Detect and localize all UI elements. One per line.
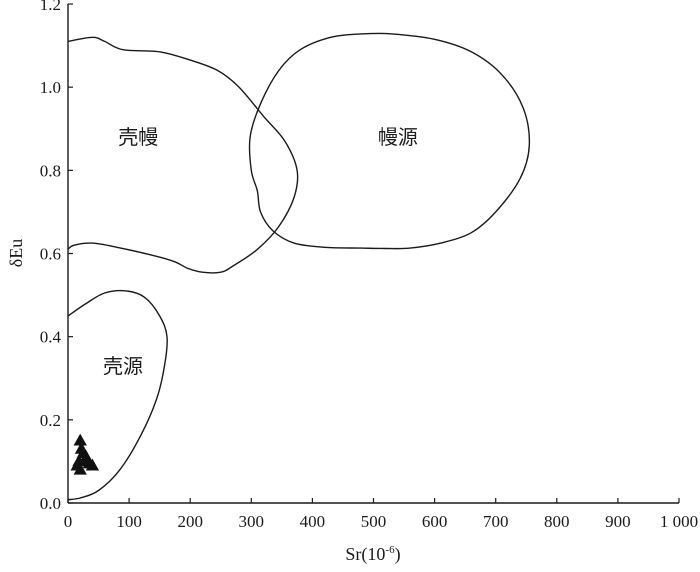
triangle-point — [73, 462, 87, 475]
axes: 0 100 200 300 400 500 600 700 800 900 1 000 0.0 0.2… — [40, 0, 698, 531]
triangle-point — [82, 456, 96, 469]
field-crust-source-label: 壳源 — [103, 354, 143, 378]
x-tick-label: 100 — [116, 512, 142, 531]
x-tick-label: 400 — [300, 512, 326, 531]
field-mantle-source-outline — [248, 32, 531, 250]
data-points — [70, 433, 100, 475]
x-tick-label: 300 — [239, 512, 265, 531]
y-tick-label: 0.8 — [40, 161, 61, 180]
x-tick-label: 700 — [483, 512, 509, 531]
y-axis-ticks: 0.0 0.2 0.4 0.6 0.8 1.0 1.2 — [40, 0, 73, 513]
y-tick-label: 1.0 — [40, 78, 61, 97]
x-tick-label: 200 — [177, 512, 203, 531]
y-tick-label: 0.6 — [40, 245, 61, 264]
y-tick-label: 0.0 — [40, 494, 61, 513]
x-axis-title-prefix: Sr(10 — [345, 544, 385, 565]
y-tick-label: 0.2 — [40, 411, 61, 430]
y-tick-label: 1.2 — [40, 0, 61, 14]
x-tick-label: 500 — [361, 512, 387, 531]
x-tick-label: 800 — [544, 512, 570, 531]
x-tick-label: 1 000 — [660, 512, 698, 531]
x-tick-label: 600 — [422, 512, 448, 531]
field-crust-mantle-outline — [67, 36, 299, 274]
x-tick-label: 900 — [605, 512, 631, 531]
field-mantle-source-label: 幔源 — [378, 125, 418, 149]
x-axis-title-suffix: ) — [395, 544, 401, 565]
field-outlines — [67, 32, 531, 501]
x-axis-title: Sr(10-6) — [345, 544, 400, 565]
x-axis-title-sup: -6 — [385, 544, 395, 556]
y-tick-label: 0.4 — [40, 328, 62, 347]
field-crust-source-outline — [67, 289, 168, 501]
field-crust-mantle-label: 壳幔 — [118, 125, 158, 149]
x-axis-ticks: 0 100 200 300 400 500 600 700 800 900 1 000 — [64, 498, 698, 531]
y-axis-title: δEu — [6, 239, 26, 267]
triangle-point — [73, 433, 87, 446]
x-tick-label: 0 — [64, 512, 73, 531]
